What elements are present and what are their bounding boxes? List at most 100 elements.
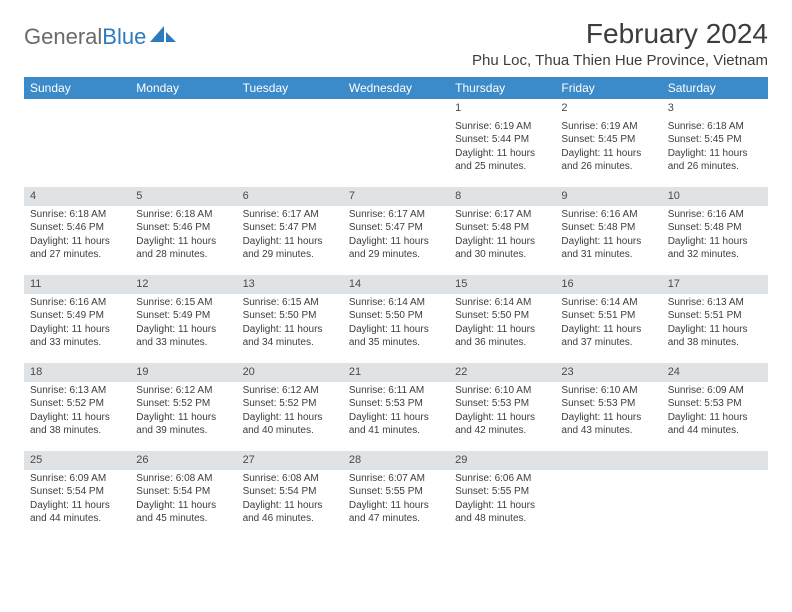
sunrise-text: Sunrise: 6:11 AM — [349, 384, 443, 398]
sunset-text: Sunset: 5:50 PM — [349, 309, 443, 323]
calendar-cell — [555, 451, 661, 539]
sail-icon — [150, 24, 176, 50]
day1-text: Daylight: 11 hours — [561, 235, 655, 249]
day-details: Sunrise: 6:10 AMSunset: 5:53 PMDaylight:… — [555, 382, 661, 442]
calendar-cell: 21Sunrise: 6:11 AMSunset: 5:53 PMDayligh… — [343, 363, 449, 451]
day1-text: Daylight: 11 hours — [243, 235, 337, 249]
day-details: Sunrise: 6:06 AMSunset: 5:55 PMDaylight:… — [449, 470, 555, 530]
sunset-text: Sunset: 5:54 PM — [243, 485, 337, 499]
day2-text: and 48 minutes. — [455, 512, 549, 526]
day2-text: and 39 minutes. — [136, 424, 230, 438]
calendar-cell: 16Sunrise: 6:14 AMSunset: 5:51 PMDayligh… — [555, 275, 661, 363]
day2-text: and 34 minutes. — [243, 336, 337, 350]
sunrise-text: Sunrise: 6:19 AM — [455, 120, 549, 134]
sunset-text: Sunset: 5:47 PM — [243, 221, 337, 235]
day1-text: Daylight: 11 hours — [561, 411, 655, 425]
day-details: Sunrise: 6:08 AMSunset: 5:54 PMDaylight:… — [237, 470, 343, 530]
sunset-text: Sunset: 5:50 PM — [243, 309, 337, 323]
sunset-text: Sunset: 5:55 PM — [455, 485, 549, 499]
day1-text: Daylight: 11 hours — [30, 411, 124, 425]
day1-text: Daylight: 11 hours — [349, 235, 443, 249]
day-number: 8 — [449, 187, 555, 206]
day-details: Sunrise: 6:19 AMSunset: 5:45 PMDaylight:… — [555, 118, 661, 178]
day-number: 27 — [237, 451, 343, 470]
calendar-cell: 18Sunrise: 6:13 AMSunset: 5:52 PMDayligh… — [24, 363, 130, 451]
day2-text: and 36 minutes. — [455, 336, 549, 350]
day2-text: and 29 minutes. — [243, 248, 337, 262]
calendar-week-row: 1Sunrise: 6:19 AMSunset: 5:44 PMDaylight… — [24, 99, 768, 187]
calendar-week-row: 11Sunrise: 6:16 AMSunset: 5:49 PMDayligh… — [24, 275, 768, 363]
sunset-text: Sunset: 5:52 PM — [243, 397, 337, 411]
calendar-cell: 2Sunrise: 6:19 AMSunset: 5:45 PMDaylight… — [555, 99, 661, 187]
sunset-text: Sunset: 5:54 PM — [136, 485, 230, 499]
sunset-text: Sunset: 5:53 PM — [349, 397, 443, 411]
calendar-cell — [343, 99, 449, 187]
calendar-cell: 23Sunrise: 6:10 AMSunset: 5:53 PMDayligh… — [555, 363, 661, 451]
day1-text: Daylight: 11 hours — [349, 411, 443, 425]
day-details: Sunrise: 6:19 AMSunset: 5:44 PMDaylight:… — [449, 118, 555, 178]
day-details: Sunrise: 6:15 AMSunset: 5:49 PMDaylight:… — [130, 294, 236, 354]
sunset-text: Sunset: 5:45 PM — [668, 133, 762, 147]
day2-text: and 43 minutes. — [561, 424, 655, 438]
day1-text: Daylight: 11 hours — [136, 235, 230, 249]
day1-text: Daylight: 11 hours — [243, 499, 337, 513]
day1-text: Daylight: 11 hours — [136, 323, 230, 337]
day-number: 14 — [343, 275, 449, 294]
brand-part1: General — [24, 24, 102, 50]
day1-text: Daylight: 11 hours — [455, 147, 549, 161]
day-details: Sunrise: 6:15 AMSunset: 5:50 PMDaylight:… — [237, 294, 343, 354]
day-number: 29 — [449, 451, 555, 470]
day-number: 10 — [662, 187, 768, 206]
sunrise-text: Sunrise: 6:10 AM — [455, 384, 549, 398]
day2-text: and 38 minutes. — [668, 336, 762, 350]
day2-text: and 26 minutes. — [561, 160, 655, 174]
day2-text: and 30 minutes. — [455, 248, 549, 262]
sunrise-text: Sunrise: 6:18 AM — [668, 120, 762, 134]
calendar-cell: 11Sunrise: 6:16 AMSunset: 5:49 PMDayligh… — [24, 275, 130, 363]
day2-text: and 44 minutes. — [668, 424, 762, 438]
sunset-text: Sunset: 5:55 PM — [349, 485, 443, 499]
calendar-cell: 17Sunrise: 6:13 AMSunset: 5:51 PMDayligh… — [662, 275, 768, 363]
day1-text: Daylight: 11 hours — [243, 323, 337, 337]
day1-text: Daylight: 11 hours — [30, 235, 124, 249]
weekday-header: Thursday — [449, 77, 555, 99]
calendar-cell: 20Sunrise: 6:12 AMSunset: 5:52 PMDayligh… — [237, 363, 343, 451]
sunset-text: Sunset: 5:53 PM — [455, 397, 549, 411]
day-number: 25 — [24, 451, 130, 470]
day-number: 20 — [237, 363, 343, 382]
day-number: 21 — [343, 363, 449, 382]
calendar-cell: 9Sunrise: 6:16 AMSunset: 5:48 PMDaylight… — [555, 187, 661, 275]
sunrise-text: Sunrise: 6:19 AM — [561, 120, 655, 134]
calendar-cell: 25Sunrise: 6:09 AMSunset: 5:54 PMDayligh… — [24, 451, 130, 539]
day2-text: and 26 minutes. — [668, 160, 762, 174]
calendar-cell — [24, 99, 130, 187]
day2-text: and 32 minutes. — [668, 248, 762, 262]
sunset-text: Sunset: 5:46 PM — [30, 221, 124, 235]
day1-text: Daylight: 11 hours — [668, 235, 762, 249]
calendar-cell: 19Sunrise: 6:12 AMSunset: 5:52 PMDayligh… — [130, 363, 236, 451]
sunset-text: Sunset: 5:51 PM — [561, 309, 655, 323]
day2-text: and 45 minutes. — [136, 512, 230, 526]
sunrise-text: Sunrise: 6:10 AM — [561, 384, 655, 398]
sunrise-text: Sunrise: 6:08 AM — [136, 472, 230, 486]
day1-text: Daylight: 11 hours — [349, 323, 443, 337]
sunrise-text: Sunrise: 6:18 AM — [30, 208, 124, 222]
sunset-text: Sunset: 5:48 PM — [668, 221, 762, 235]
sunset-text: Sunset: 5:52 PM — [136, 397, 230, 411]
day1-text: Daylight: 11 hours — [668, 147, 762, 161]
day2-text: and 38 minutes. — [30, 424, 124, 438]
day1-text: Daylight: 11 hours — [455, 411, 549, 425]
sunset-text: Sunset: 5:50 PM — [455, 309, 549, 323]
brand-part2: Blue — [102, 24, 146, 50]
calendar-cell: 6Sunrise: 6:17 AMSunset: 5:47 PMDaylight… — [237, 187, 343, 275]
day-number: 6 — [237, 187, 343, 206]
day-number: 12 — [130, 275, 236, 294]
day1-text: Daylight: 11 hours — [30, 323, 124, 337]
day-number: 28 — [343, 451, 449, 470]
day-number: 3 — [662, 99, 768, 118]
calendar-cell: 7Sunrise: 6:17 AMSunset: 5:47 PMDaylight… — [343, 187, 449, 275]
day-details: Sunrise: 6:11 AMSunset: 5:53 PMDaylight:… — [343, 382, 449, 442]
sunset-text: Sunset: 5:54 PM — [30, 485, 124, 499]
day-number: 22 — [449, 363, 555, 382]
weekday-header: Sunday — [24, 77, 130, 99]
